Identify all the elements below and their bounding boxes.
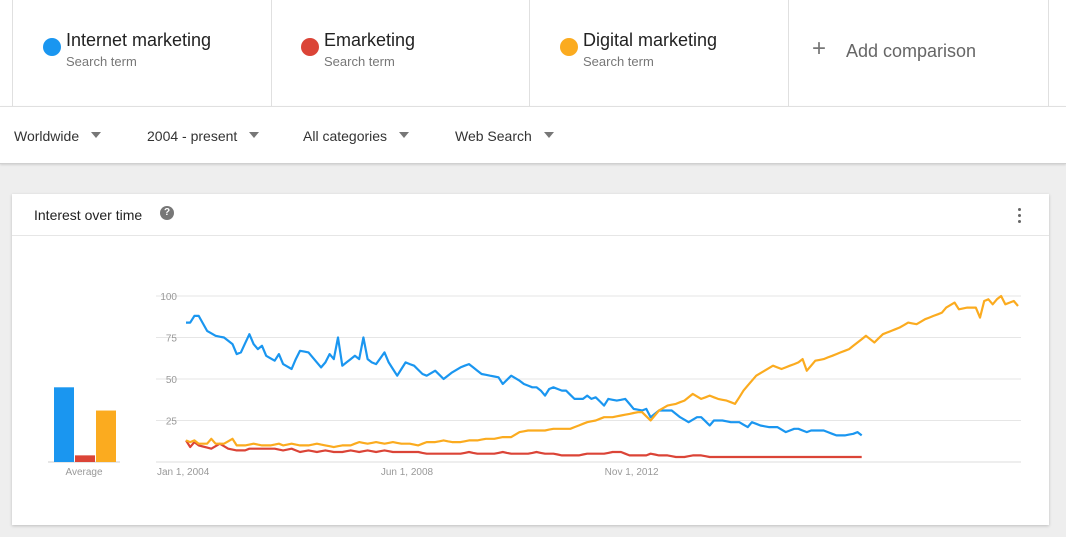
dropdown-arrow-icon xyxy=(543,132,554,139)
average-bar xyxy=(75,455,95,462)
series-line xyxy=(185,439,862,459)
search-type-value: Web Search xyxy=(455,128,532,144)
series-line xyxy=(186,314,863,437)
term-name: Emarketing xyxy=(324,30,416,50)
filter-bar: Worldwide 2004 - present All categories … xyxy=(0,106,1066,164)
interest-over-time-card: Interest over time ? 25 50 75 100 Jan 1, 200… xyxy=(12,194,1049,525)
time-range-value: 2004 - present xyxy=(147,128,238,144)
y-tick-label: 100 xyxy=(160,292,177,303)
plus-icon: + xyxy=(812,35,827,62)
region-value: Worldwide xyxy=(14,128,80,144)
series-color-dot xyxy=(560,38,578,56)
chart-area: 25 50 75 100 Jan 1, 2004 Jun 1, 2008 Nov 1, 20… xyxy=(48,292,1021,478)
series-color-dot xyxy=(43,38,61,56)
y-tick-label: 50 xyxy=(166,375,178,386)
search-type-dropdown[interactable]: Web Search xyxy=(455,128,554,144)
x-tick-label: Jan 1, 2004 xyxy=(157,467,210,478)
y-tick-label: 25 xyxy=(166,417,178,428)
more-vert-icon[interactable] xyxy=(1018,208,1022,224)
term-name: Internet marketing xyxy=(66,30,212,50)
dropdown-arrow-icon xyxy=(91,132,102,139)
card-header: Interest over time ? xyxy=(12,194,1049,236)
card-title: Interest over time xyxy=(34,207,143,223)
term-subtitle: Search term xyxy=(583,54,654,69)
dropdown-arrow-icon xyxy=(399,132,410,139)
average-bar xyxy=(54,387,74,462)
term-emarketing[interactable]: Emarketing Search term xyxy=(271,0,530,106)
average-bar xyxy=(96,410,116,462)
series-line xyxy=(185,294,1019,449)
x-tick-label: Jun 1, 2008 xyxy=(381,467,434,478)
dropdown-arrow-icon xyxy=(249,132,260,139)
average-label: Average xyxy=(65,467,103,478)
category-value: All categories xyxy=(303,128,388,144)
add-comparison-label: Add comparison xyxy=(846,41,977,61)
help-icon[interactable]: ? xyxy=(160,206,174,220)
term-internet-marketing[interactable]: Internet marketing Search term xyxy=(12,0,272,106)
add-comparison-button[interactable]: + Add comparison xyxy=(788,0,1049,106)
term-digital-marketing[interactable]: Digital marketing Search term xyxy=(530,0,789,106)
term-subtitle: Search term xyxy=(66,54,137,69)
y-tick-label: 75 xyxy=(166,334,178,345)
comparison-bar: Internet marketing Search term Emarketin… xyxy=(0,0,1066,106)
term-name: Digital marketing xyxy=(583,30,718,50)
x-tick-label: Nov 1, 2012 xyxy=(605,467,659,478)
region-dropdown[interactable]: Worldwide xyxy=(14,128,102,144)
series-color-dot xyxy=(301,38,319,56)
time-range-dropdown[interactable]: 2004 - present xyxy=(147,128,260,144)
category-dropdown[interactable]: All categories xyxy=(303,128,410,144)
term-subtitle: Search term xyxy=(324,54,395,69)
